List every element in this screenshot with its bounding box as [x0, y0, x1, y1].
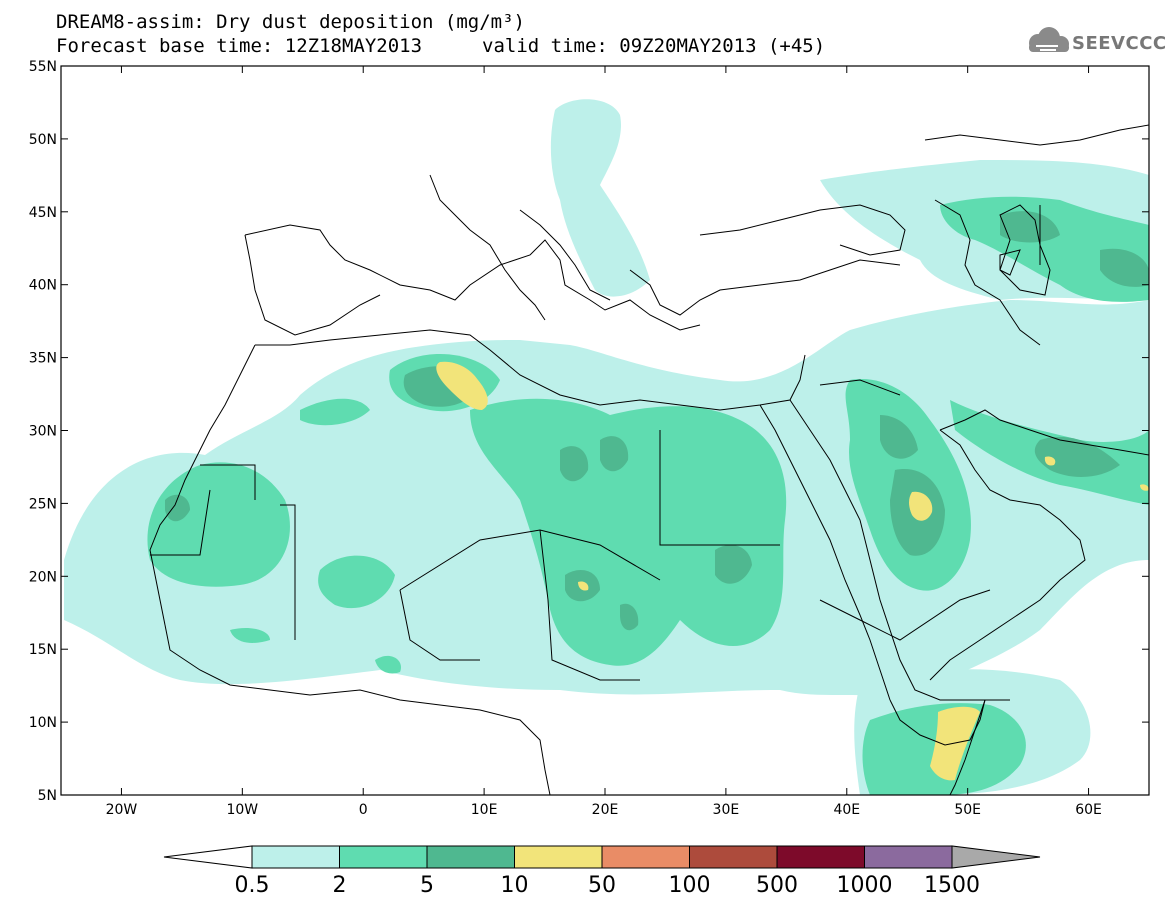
color-legend: 0.5 2 5 10 50 100 500 1000 1500 [163, 845, 1041, 898]
lon-label: 30E [713, 802, 740, 818]
colorbar-label: 2 [333, 873, 347, 898]
lon-label: 40E [833, 802, 860, 818]
colorbar-label: 100 [669, 873, 711, 898]
map-title: DREAM8-assim: Dry dust deposition (mg/m³… [56, 11, 525, 33]
lat-label: 35N [29, 351, 57, 367]
colorbar-under-arrow [163, 845, 253, 869]
coastlines-and-borders [149, 124, 1149, 795]
colorbar-label: 10 [501, 873, 529, 898]
colorbar-swatch [601, 845, 690, 869]
colorbar-swatch [689, 845, 778, 869]
lon-label: 10W [226, 802, 258, 818]
colorbar-swatch [864, 845, 953, 869]
colorbar-label: 500 [756, 873, 798, 898]
lon-label: 10E [471, 802, 498, 818]
colorbar-label: 0.5 [235, 873, 270, 898]
lat-label: 50N [29, 132, 57, 148]
colorbar-over-arrow [951, 845, 1041, 869]
colorbar-label: 1000 [837, 873, 893, 898]
colorbar-swatch [514, 845, 603, 869]
colorbar-swatch [339, 845, 428, 869]
lon-label: 0 [359, 802, 368, 818]
lat-label: 20N [29, 569, 57, 585]
colorbar-swatch [251, 845, 340, 869]
valid-time: valid time: 09Z20MAY2013 (+45) [482, 35, 826, 57]
longitude-labels: 20W 10W 0 10E 20E 30E 40E 50E 60E [106, 66, 1102, 818]
colorbar-label: 50 [588, 873, 616, 898]
lat-label: 25N [29, 496, 57, 512]
colorbar-swatch [426, 845, 515, 869]
cloud-icon [1029, 27, 1069, 52]
colorbar-swatch [776, 845, 865, 869]
colorbar-label: 1500 [924, 873, 980, 898]
lat-label: 40N [29, 278, 57, 294]
lat-label: 55N [29, 59, 57, 75]
lat-label: 45N [29, 205, 57, 221]
lon-label: 20E [592, 802, 619, 818]
latitude-labels: 55N 50N 45N 40N 35N 30N 25N 20N 15N 10N 5N [29, 59, 1149, 804]
lat-label: 10N [29, 715, 57, 731]
lat-label: 15N [29, 642, 57, 658]
logo-text: SEEVCCC [1072, 33, 1165, 54]
lat-label: 5N [38, 788, 57, 804]
colorbar-label: 5 [420, 873, 434, 898]
forecast-base-time: Forecast base time: 12Z18MAY2013 [56, 35, 423, 57]
lon-label: 20W [106, 802, 138, 818]
lon-label: 60E [1075, 802, 1102, 818]
lat-label: 30N [29, 424, 57, 440]
dust-fields [64, 99, 1149, 795]
lon-label: 50E [954, 802, 981, 818]
